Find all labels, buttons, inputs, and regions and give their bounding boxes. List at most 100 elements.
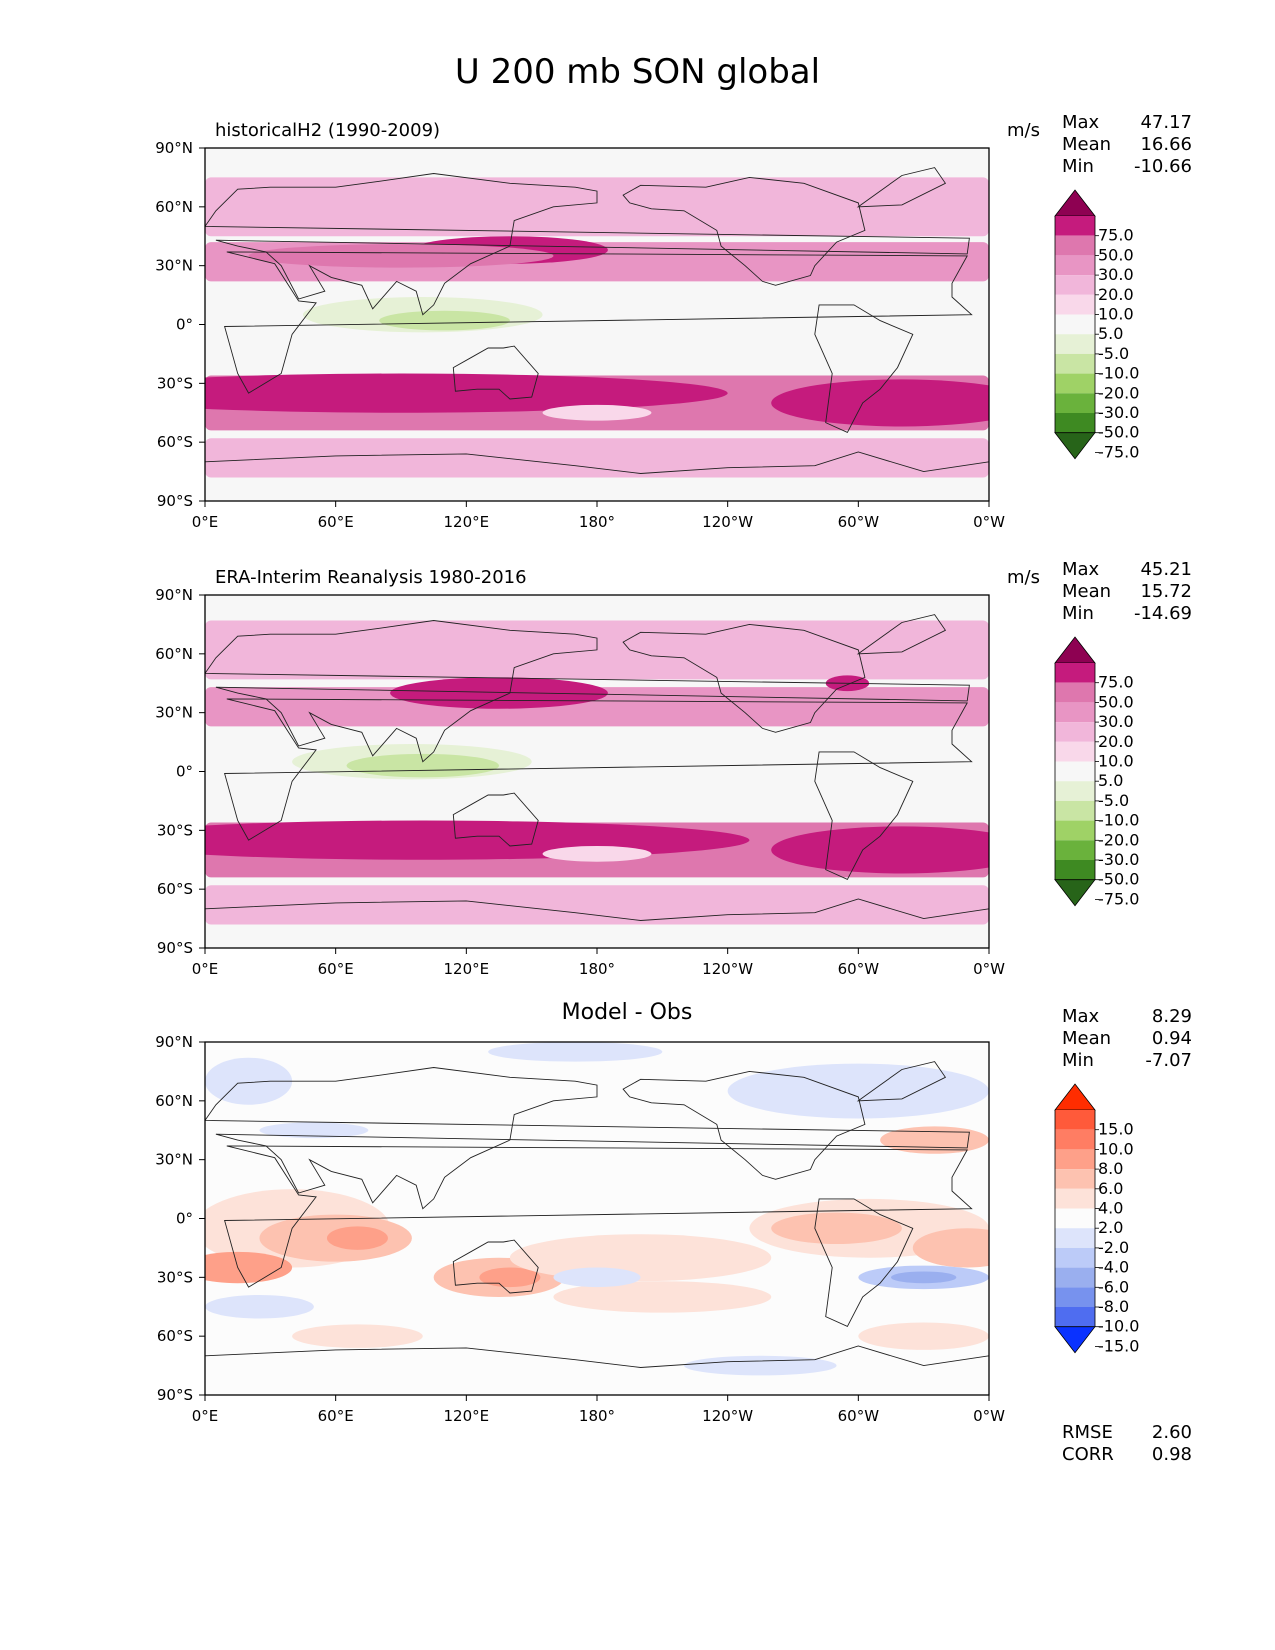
colorbar-label: 10.0 xyxy=(1098,752,1134,771)
colorbar-segment xyxy=(1055,761,1095,782)
colorbar-label: 5.0 xyxy=(1098,324,1123,343)
y-tick-label: 60°N xyxy=(155,198,193,216)
coastline-africa xyxy=(224,1145,973,1288)
y-tick-label: 0° xyxy=(176,1210,193,1228)
colorbar-extend-top xyxy=(1054,1083,1096,1111)
colorbar-label: -5.0 xyxy=(1098,344,1129,363)
colorbar-label: 2.0 xyxy=(1098,1218,1123,1237)
colorbar-label: -50.0 xyxy=(1098,423,1139,442)
x-tick-label: 120°W xyxy=(702,513,753,531)
stat-label: Mean xyxy=(1062,1028,1112,1049)
colorbar-segment xyxy=(1055,722,1095,742)
stat-value: 8.29 xyxy=(1151,1006,1192,1027)
x-tick-label: 120°E xyxy=(444,960,490,978)
colorbar-label: 10.0 xyxy=(1098,305,1134,324)
map-plot: 0°E 60°E 120°E 180° 120°W 60°W 0°W 90°N 60°N 30°N… xyxy=(155,586,1005,978)
x-tick-label: 180° xyxy=(579,1407,615,1425)
panel-title: Model - Obs xyxy=(561,1000,693,1025)
stat-value: 2.60 xyxy=(1151,1422,1192,1443)
contour-region xyxy=(509,1234,772,1282)
contour-region xyxy=(248,244,554,268)
colorbar-segment xyxy=(1055,393,1095,413)
stat-label: Max xyxy=(1062,1006,1100,1027)
colorbar-segment xyxy=(1055,741,1095,762)
colorbar-extend-top xyxy=(1054,636,1096,664)
panel-title: historicalH2 (1990-2009) xyxy=(215,120,441,141)
figure-title: U 200 mb SON global xyxy=(454,52,821,92)
x-tick-label: 60°W xyxy=(838,960,880,978)
colorbar-segment xyxy=(1055,334,1095,354)
stat-value: 16.66 xyxy=(1140,134,1192,155)
coastline-north-america xyxy=(622,176,866,286)
coastline-africa xyxy=(224,251,973,394)
contour-region xyxy=(479,1267,541,1288)
stat-label: Max xyxy=(1062,112,1100,133)
colorbar-label: -10.0 xyxy=(1098,364,1139,383)
colorbar-label: 15.0 xyxy=(1098,1120,1134,1139)
contour-field xyxy=(205,148,989,501)
y-tick-label: 90°S xyxy=(157,939,193,957)
contour-region xyxy=(771,826,989,874)
colorbar-label: 10.0 xyxy=(1098,1139,1134,1158)
y-tick-label: 30°S xyxy=(157,374,193,392)
colorbar-outline xyxy=(1054,663,1096,880)
stat-value: -14.69 xyxy=(1133,603,1192,624)
y-tick-label: 90°N xyxy=(155,1033,193,1051)
y-tick-label: 30°N xyxy=(155,257,193,275)
colorbar-segment xyxy=(1055,235,1095,256)
x-tick-label: 60°W xyxy=(838,513,880,531)
contour-region xyxy=(684,1355,837,1376)
contour-region xyxy=(912,1228,989,1268)
contour-region xyxy=(326,1226,388,1250)
colorbar-segment xyxy=(1055,373,1095,394)
stat-row: Min -14.69 xyxy=(1062,603,1192,625)
colorbar-outline xyxy=(1054,1110,1096,1327)
contour-region xyxy=(205,373,728,413)
x-tick-label: 0°E xyxy=(192,513,219,531)
coastline-greenland xyxy=(856,1061,947,1102)
colorbar-label: 6.0 xyxy=(1098,1179,1123,1198)
colorbar-segment xyxy=(1055,840,1095,860)
contour-field xyxy=(205,595,989,948)
contour-region xyxy=(553,1267,641,1288)
x-tick-label: 0°W xyxy=(973,1407,1005,1425)
stats-block: Max 8.29 Mean 0.94 Min -7.07 xyxy=(1062,1006,1192,1072)
contour-region xyxy=(858,1322,989,1350)
contour-region xyxy=(205,1294,314,1319)
stat-label: Mean xyxy=(1062,134,1112,155)
colorbar-label: 5.0 xyxy=(1098,771,1123,790)
colorbar-extend-top xyxy=(1054,189,1096,217)
contour-region xyxy=(205,1251,293,1284)
y-tick-label: 60°S xyxy=(157,1327,193,1345)
stat-value: 45.21 xyxy=(1140,559,1192,580)
contour-band xyxy=(205,177,989,237)
stat-row: Mean 0.94 xyxy=(1062,1028,1192,1050)
colorbar-label: 75.0 xyxy=(1098,226,1134,245)
map-plot: 0°E 60°E 120°E 180° 120°W 60°W 0°W 90°N 60°N 30°N… xyxy=(155,139,1005,531)
contour-region xyxy=(379,310,510,331)
colorbar-segment xyxy=(1055,781,1095,801)
colorbar-label: -8.0 xyxy=(1098,1297,1129,1316)
contour-region xyxy=(891,1271,957,1284)
y-tick-label: 60°N xyxy=(155,1092,193,1110)
colorbar-segment xyxy=(1055,1228,1095,1248)
y-tick-label: 60°S xyxy=(157,433,193,451)
colorbar-label: -30.0 xyxy=(1098,850,1139,869)
stat-value: -10.66 xyxy=(1133,156,1192,177)
colorbar-label: -4.0 xyxy=(1098,1258,1129,1277)
colorbar-label: 4.0 xyxy=(1098,1199,1123,1218)
stat-row: Max 45.21 xyxy=(1062,559,1192,581)
y-tick-label: 90°N xyxy=(155,586,193,604)
coastline-greenland xyxy=(856,614,947,655)
colorbar-label: -30.0 xyxy=(1098,403,1139,422)
colorbar-label: 20.0 xyxy=(1098,285,1134,304)
colorbar-segment xyxy=(1055,353,1095,374)
colorbar-segment xyxy=(1055,294,1095,315)
colorbar-segment xyxy=(1055,663,1095,683)
colorbar-extend-bottom xyxy=(1054,432,1096,460)
colorbar-segment xyxy=(1055,1247,1095,1268)
colorbar-outline xyxy=(1054,216,1096,433)
contour-region xyxy=(205,1057,293,1105)
coastline-north-america xyxy=(622,623,866,733)
contour-region xyxy=(542,404,652,421)
